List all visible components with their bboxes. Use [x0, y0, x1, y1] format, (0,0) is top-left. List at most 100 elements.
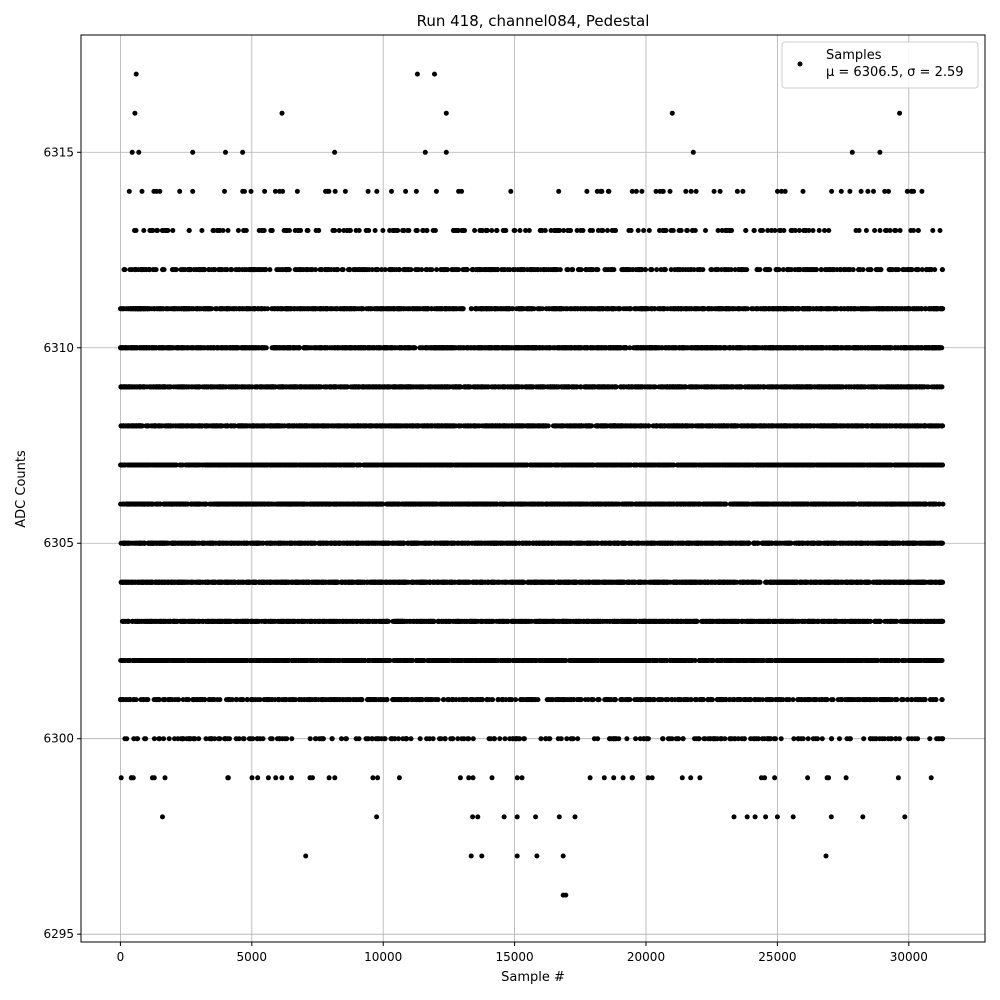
- data-point: [327, 697, 333, 703]
- data-point: [774, 658, 780, 663]
- data-point: [581, 658, 587, 663]
- data-point: [766, 618, 772, 624]
- data-point: [495, 618, 501, 624]
- data-point: [762, 736, 767, 742]
- data-point: [613, 736, 619, 742]
- data-point: [294, 618, 300, 624]
- data-point: [425, 697, 431, 703]
- data-point: [794, 618, 800, 624]
- data-point: [283, 579, 289, 585]
- data-point: [924, 618, 930, 624]
- data-point: [850, 618, 855, 624]
- data-point: [595, 697, 601, 703]
- data-point: [251, 579, 257, 585]
- data-point: [514, 775, 520, 781]
- data-point: [673, 736, 679, 742]
- data-point: [489, 618, 495, 624]
- data-point: [355, 618, 361, 624]
- data-point: [234, 618, 240, 624]
- data-point: [791, 658, 797, 663]
- data-point: [735, 736, 741, 742]
- data-point: [206, 697, 212, 703]
- data-point: [326, 618, 332, 624]
- data-point: [773, 736, 778, 742]
- data-point: [151, 736, 157, 742]
- data-point: [874, 658, 880, 663]
- data-point: [392, 736, 397, 742]
- data-point: [192, 736, 198, 742]
- data-point: [353, 736, 359, 742]
- data-point: [624, 736, 630, 742]
- data-point: [457, 658, 463, 663]
- data-point: [519, 618, 525, 624]
- data-point: [682, 697, 688, 703]
- data-point: [329, 736, 335, 742]
- data-point: [917, 697, 923, 703]
- data-point: [778, 736, 784, 742]
- data-point: [756, 736, 761, 742]
- data-point: [401, 658, 407, 663]
- data-point: [548, 618, 554, 624]
- data-point: [289, 579, 295, 585]
- data-point: [584, 618, 590, 624]
- data-point: [436, 618, 442, 624]
- data-point: [470, 736, 476, 742]
- data-point: [379, 736, 385, 742]
- data-point: [236, 736, 242, 742]
- data-point: [503, 579, 508, 585]
- data-point: [601, 658, 607, 663]
- data-point: [578, 618, 584, 624]
- data-point: [192, 697, 197, 703]
- data-point: [247, 658, 253, 663]
- data-point: [622, 697, 628, 703]
- data-point: [732, 736, 737, 742]
- data-point: [721, 697, 727, 703]
- data-point: [416, 697, 422, 703]
- data-point: [867, 658, 873, 663]
- data-point: [173, 579, 178, 585]
- data-point: [441, 658, 447, 663]
- data-point: [433, 658, 439, 663]
- data-point: [225, 775, 231, 781]
- data-point: [758, 775, 764, 781]
- data-point: [375, 658, 381, 663]
- data-point: [427, 736, 433, 742]
- data-point: [484, 697, 490, 703]
- data-point: [475, 618, 481, 624]
- data-point: [899, 658, 905, 663]
- data-point: [697, 697, 703, 703]
- data-point: [879, 697, 885, 703]
- data-point: [150, 618, 155, 624]
- data-point: [227, 618, 232, 624]
- data-point: [496, 579, 502, 585]
- data-point: [861, 736, 867, 742]
- data-point: [214, 658, 220, 663]
- data-point: [742, 736, 747, 742]
- data-point: [144, 697, 150, 703]
- data-point: [927, 736, 933, 742]
- data-point: [479, 697, 485, 703]
- data-point: [281, 618, 286, 624]
- data-point: [849, 579, 855, 585]
- data-point: [800, 736, 806, 742]
- data-point: [143, 736, 149, 742]
- data-point: [668, 658, 674, 663]
- data-point: [543, 736, 549, 742]
- data-point: [645, 658, 651, 663]
- data-point: [521, 736, 527, 742]
- data-point: [538, 736, 544, 742]
- data-point: [404, 697, 410, 703]
- data-point: [931, 697, 937, 703]
- data-point: [441, 697, 447, 703]
- data-point: [748, 736, 754, 742]
- data-point: [244, 697, 250, 703]
- data-point: [788, 618, 794, 624]
- data-points: [118, 71, 946, 898]
- data-point: [273, 775, 279, 781]
- data-point: [589, 697, 595, 703]
- data-point: [167, 658, 173, 663]
- data-point: [888, 736, 894, 742]
- data-point: [644, 736, 650, 742]
- data-point: [791, 736, 797, 742]
- data-point: [606, 618, 612, 624]
